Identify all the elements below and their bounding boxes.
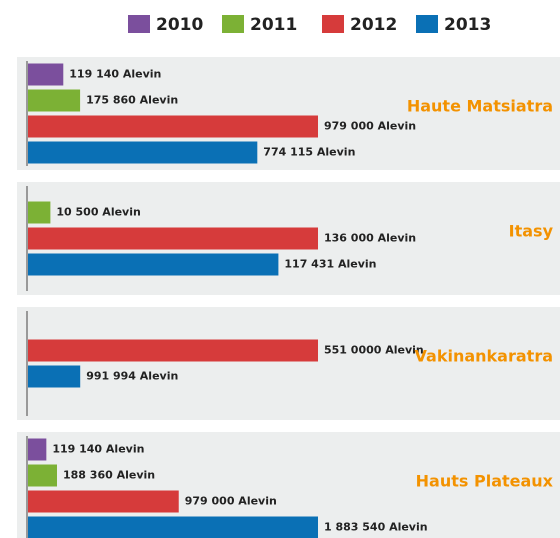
bar <box>28 339 318 362</box>
region-label: Itasy <box>509 222 554 241</box>
legend-swatch <box>128 15 150 33</box>
value-label: 979 000 Alevin <box>185 495 277 508</box>
legend-swatch <box>322 15 344 33</box>
legend-label: 2011 <box>250 15 297 35</box>
legend-swatch <box>222 15 244 33</box>
value-label: 1 883 540 Alevin <box>324 521 428 534</box>
value-label: 991 994 Alevin <box>86 370 178 383</box>
bar <box>28 63 64 86</box>
bar <box>28 516 318 538</box>
panel <box>17 307 560 420</box>
value-label: 551 0000 Alevin <box>324 344 424 357</box>
value-label: 979 000 Alevin <box>324 120 416 133</box>
region-label: Haute Matsiatra <box>407 97 553 116</box>
region-label: Hauts Plateaux <box>416 472 554 491</box>
legend-label: 2010 <box>156 15 203 35</box>
bar <box>28 89 81 112</box>
legend-label: 2012 <box>350 15 397 35</box>
value-label: 119 140 Alevin <box>52 443 144 456</box>
bar <box>28 438 47 461</box>
bar <box>28 141 258 164</box>
bar <box>28 464 58 487</box>
value-label: 188 360 Alevin <box>63 469 155 482</box>
bar <box>28 115 318 138</box>
bar <box>28 490 179 513</box>
bar <box>28 365 81 388</box>
value-label: 117 431 Alevin <box>284 258 376 271</box>
bar <box>28 227 318 250</box>
value-label: 10 500 Alevin <box>56 206 140 219</box>
value-label: 774 115 Alevin <box>263 146 355 159</box>
legend-label: 2013 <box>444 15 491 35</box>
bar <box>28 201 51 224</box>
bar <box>28 253 279 276</box>
value-label: 175 860 Alevin <box>86 94 178 107</box>
legend-swatch <box>416 15 438 33</box>
region-label: Vakinankaratra <box>415 347 553 366</box>
value-label: 119 140 Alevin <box>69 68 161 81</box>
value-label: 136 000 Alevin <box>324 232 416 245</box>
